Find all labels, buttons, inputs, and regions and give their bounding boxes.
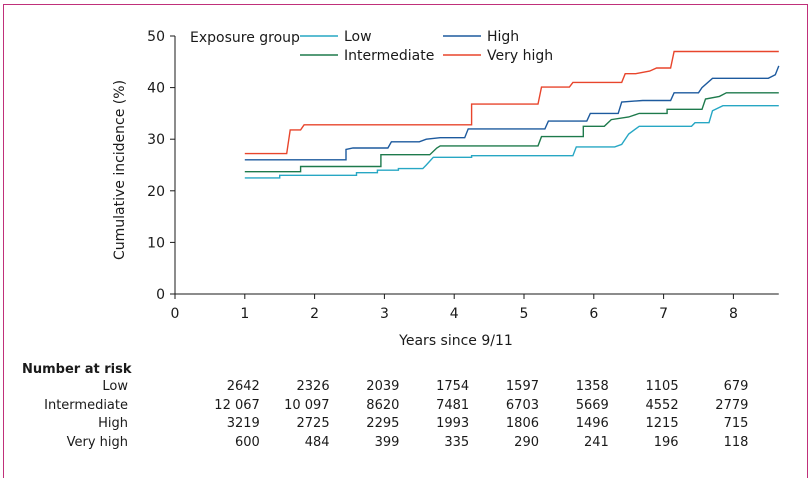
frame-left-rule <box>3 4 4 478</box>
legend-title: Exposure group <box>190 30 300 46</box>
x-tick-label: 6 <box>589 306 598 322</box>
risk-value: 1806 <box>505 416 539 431</box>
risk-value: 6703 <box>505 397 539 413</box>
legend-label-very-high: Very high <box>487 48 553 64</box>
series-line-high <box>244 65 780 161</box>
x-tick-label: 3 <box>380 306 389 322</box>
legend-label-low: Low <box>344 29 372 45</box>
risk-row-high: High 3219 2725 2295 1993 1806 1496 1215 715 <box>0 416 811 434</box>
x-axis-label: Years since 9/11 <box>398 333 513 349</box>
risk-value: 12 067 <box>214 397 260 413</box>
risk-value: 600 <box>234 434 260 450</box>
risk-row-very-high: Very high 600 484 399 335 290 241 196 118 <box>0 435 811 453</box>
risk-value: 1754 <box>436 379 470 394</box>
risk-value: 484 <box>304 434 330 450</box>
risk-value: 1105 <box>645 379 679 394</box>
risk-row-intermediate: Intermediate 12 067 10 097 8620 7481 6703 5669… <box>0 398 811 416</box>
x-tick-label: 0 <box>171 306 180 322</box>
risk-row-label: High <box>98 416 128 431</box>
y-tick-label: 20 <box>147 184 165 200</box>
risk-value: 1215 <box>645 416 679 431</box>
y-tick-label: 0 <box>156 287 165 303</box>
risk-value: 335 <box>444 434 470 450</box>
risk-value: 1496 <box>575 416 609 431</box>
cumulative-incidence-chart: 0 10 20 30 40 50 0 1 2 3 4 5 6 7 8 Exposure group Low Hi… <box>112 29 780 349</box>
x-tick-label: 5 <box>520 306 529 322</box>
risk-value: 196 <box>653 434 679 450</box>
x-tick-label: 1 <box>240 306 249 322</box>
risk-value: 5669 <box>575 397 609 413</box>
legend-label-intermediate: Intermediate <box>344 48 434 64</box>
risk-value: 399 <box>374 434 400 450</box>
risk-row-label: Intermediate <box>44 397 128 413</box>
series-lines <box>244 50 780 179</box>
risk-value: 10 097 <box>284 397 330 413</box>
risk-row-label: Very high <box>66 434 128 450</box>
risk-value: 2725 <box>296 416 330 431</box>
series-line-intermediate <box>244 92 779 173</box>
risk-table-title: Number at risk <box>22 362 132 377</box>
risk-row-low: Low 2642 2326 2039 1754 1597 1358 1105 679 <box>0 379 811 397</box>
legend-label-high: High <box>487 29 519 45</box>
y-axis-label: Cumulative incidence (%) <box>112 80 128 260</box>
risk-value: 8620 <box>366 397 400 413</box>
risk-value: 2642 <box>226 379 260 394</box>
frame-right-rule <box>807 4 808 478</box>
risk-value: 679 <box>723 379 749 394</box>
series-line-very-high <box>244 50 779 155</box>
x-tick-label: 7 <box>659 306 668 322</box>
risk-value: 1358 <box>575 379 609 394</box>
y-tick-label: 50 <box>147 29 165 45</box>
risk-value: 2295 <box>366 416 400 431</box>
risk-value: 2326 <box>296 379 330 394</box>
risk-value: 241 <box>583 434 609 450</box>
series-line-low <box>244 104 779 179</box>
risk-value: 2779 <box>715 397 749 413</box>
frame-top-rule <box>3 4 808 5</box>
y-tick-label: 40 <box>147 81 165 97</box>
risk-value: 290 <box>514 434 539 450</box>
y-tick-label: 10 <box>147 235 165 251</box>
legend: Exposure group Low High Intermediate Very hi… <box>190 29 553 64</box>
x-tick-label: 4 <box>450 306 459 322</box>
risk-value: 3219 <box>226 416 260 431</box>
risk-value: 4552 <box>645 397 679 413</box>
x-tick-label: 8 <box>729 306 738 322</box>
risk-row-label: Low <box>102 379 128 394</box>
x-tick-label: 2 <box>310 306 319 322</box>
y-tick-label: 30 <box>147 132 165 148</box>
risk-value: 2039 <box>366 379 400 394</box>
risk-value: 1993 <box>436 416 470 431</box>
risk-value: 118 <box>723 434 749 450</box>
axes: 0 10 20 30 40 50 0 1 2 3 4 5 6 7 8 <box>147 29 779 322</box>
risk-value: 7481 <box>436 397 470 413</box>
risk-value: 715 <box>723 416 749 431</box>
risk-value: 1597 <box>505 379 539 394</box>
